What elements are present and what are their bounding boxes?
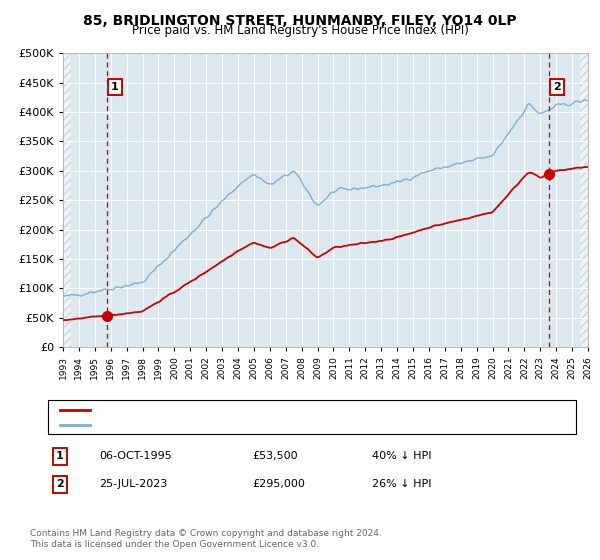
Text: 40% ↓ HPI: 40% ↓ HPI bbox=[372, 451, 431, 461]
Text: 06-OCT-1995: 06-OCT-1995 bbox=[99, 451, 172, 461]
Text: HPI: Average price, detached house, North Yorkshire: HPI: Average price, detached house, Nort… bbox=[99, 419, 372, 430]
Text: 2: 2 bbox=[56, 479, 64, 489]
Text: 85, BRIDLINGTON STREET, HUNMANBY, FILEY, YO14 0LP: 85, BRIDLINGTON STREET, HUNMANBY, FILEY,… bbox=[83, 14, 517, 28]
Text: £53,500: £53,500 bbox=[252, 451, 298, 461]
Text: 1: 1 bbox=[56, 451, 64, 461]
Text: Contains HM Land Registry data © Crown copyright and database right 2024.
This d: Contains HM Land Registry data © Crown c… bbox=[30, 529, 382, 549]
Text: Price paid vs. HM Land Registry's House Price Index (HPI): Price paid vs. HM Land Registry's House … bbox=[131, 24, 469, 37]
Text: 26% ↓ HPI: 26% ↓ HPI bbox=[372, 479, 431, 489]
Text: £295,000: £295,000 bbox=[252, 479, 305, 489]
Text: 1: 1 bbox=[111, 82, 119, 92]
Text: 85, BRIDLINGTON STREET, HUNMANBY, FILEY, YO14 0LP (detached house): 85, BRIDLINGTON STREET, HUNMANBY, FILEY,… bbox=[99, 405, 484, 415]
Text: 2: 2 bbox=[553, 82, 561, 92]
Text: 25-JUL-2023: 25-JUL-2023 bbox=[99, 479, 167, 489]
